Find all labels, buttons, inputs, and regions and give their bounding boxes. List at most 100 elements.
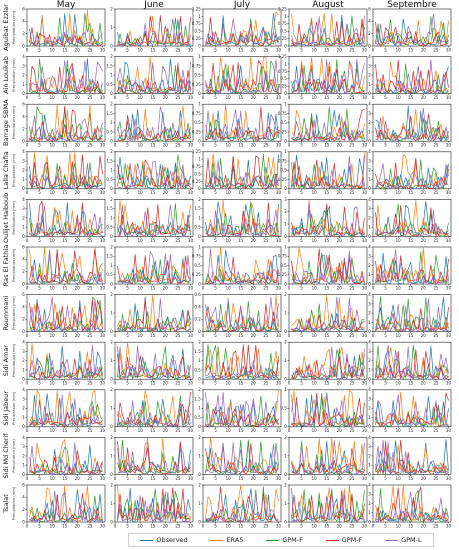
y-tick-label: 2: [22, 317, 25, 322]
x-tick-label: 30: [446, 190, 452, 195]
x-tick-label: 5: [214, 95, 217, 100]
x-tick-label: 10: [50, 523, 56, 528]
y-tick-label: 0.6: [194, 292, 201, 297]
series-line-gpm-l: [29, 296, 103, 332]
series-line-gpm-l: [29, 344, 103, 380]
x-tick-label: 30: [362, 95, 368, 100]
series-line-gpm-f: [29, 105, 103, 142]
x-tick-label: 10: [138, 238, 144, 243]
series-line-era5: [291, 485, 365, 521]
x-tick-label: 30: [446, 476, 452, 481]
y-tick-label: 4: [22, 435, 25, 440]
x-tick-label: 10: [396, 381, 402, 386]
x-tick-label: 30: [362, 285, 368, 290]
x-tick-label: 15: [62, 428, 68, 433]
series-line-gpm-f: [375, 392, 449, 428]
x-tick-label: 30: [100, 428, 106, 433]
x-tick-label: 15: [408, 285, 414, 290]
y-tick-label: 1: [368, 320, 371, 325]
x-tick-label: 5: [384, 190, 387, 195]
y-tick-label: 2: [284, 209, 287, 214]
x-tick-label: 0: [26, 333, 29, 338]
y-tick-label: 1: [284, 61, 287, 66]
y-tick-label: 1: [110, 501, 113, 506]
series-line-gpm-l: [291, 202, 365, 237]
y-axis-label: Precipitation (mm): [12, 201, 16, 235]
x-tick-label: 0: [202, 428, 205, 433]
series-line-gpm-l: [375, 491, 449, 523]
x-tick-label: 5: [38, 333, 41, 338]
x-tick-label: 20: [251, 95, 257, 100]
y-tick-label: 2: [284, 482, 287, 487]
x-tick-label: 20: [251, 523, 257, 528]
x-tick-label: 25: [87, 428, 93, 433]
x-tick-label: 5: [214, 381, 217, 386]
x-tick-label: 15: [324, 190, 330, 195]
x-tick-label: 15: [238, 190, 244, 195]
x-tick-label: 30: [362, 333, 368, 338]
y-tick-label: 4: [368, 435, 371, 440]
x-tick-label: 30: [446, 47, 452, 52]
y-tick-label: 0.5: [106, 225, 113, 230]
x-tick-label: 30: [188, 428, 194, 433]
x-tick-label: 10: [396, 190, 402, 195]
x-tick-label: 15: [238, 285, 244, 290]
y-tick-label: 0.75: [278, 158, 287, 163]
x-tick-label: 0: [288, 238, 291, 243]
y-tick-label: 1: [198, 406, 201, 411]
series-line-gpm-l: [375, 249, 449, 284]
series-line-gpm-l: [291, 296, 365, 332]
x-tick-label: 20: [421, 333, 427, 338]
series-line-era5: [205, 247, 279, 284]
x-tick-label: 25: [263, 476, 269, 481]
x-tick-label: 0: [372, 95, 375, 100]
x-tick-label: 25: [349, 238, 355, 243]
x-tick-label: 5: [214, 190, 217, 195]
y-tick-label: 4: [368, 482, 371, 487]
y-tick-label: 0: [198, 234, 201, 239]
y-tick-label: 2: [198, 435, 201, 440]
x-tick-label: 10: [226, 143, 232, 148]
series-line-gpm-f: [291, 59, 365, 94]
series-line-gpm-f: [29, 248, 103, 285]
x-tick-label: 30: [446, 238, 452, 243]
x-tick-label: 0: [372, 47, 375, 52]
x-tick-label: 10: [50, 476, 56, 481]
series-line-gpm-f: [205, 344, 279, 380]
x-tick-label: 30: [100, 381, 106, 386]
series-line-gpm-f: [291, 15, 365, 47]
y-tick-label: 0: [368, 91, 371, 96]
series-line-gpm-f: [205, 119, 279, 142]
series-line-observed: [205, 399, 279, 426]
y-tick-label: 2: [22, 31, 25, 36]
x-tick-label: 5: [38, 238, 41, 243]
x-tick-label: 10: [138, 190, 144, 195]
x-tick-label: 0: [202, 95, 205, 100]
series-line-gpm-f: [29, 154, 103, 190]
y-tick-label: 1.25: [192, 6, 201, 11]
x-tick-label: 15: [238, 143, 244, 148]
x-tick-label: 25: [175, 428, 181, 433]
y-tick-label: 6: [22, 6, 25, 11]
x-tick-label: 10: [50, 381, 56, 386]
y-tick-label: 0.5: [194, 120, 201, 125]
series-line-gpm-f: [375, 203, 449, 237]
series-line-gpm-f: [117, 62, 191, 94]
y-tick-label: 1.5: [194, 396, 201, 401]
series-line-observed: [375, 439, 449, 475]
x-tick-label: 30: [100, 285, 106, 290]
x-tick-label: 30: [362, 476, 368, 481]
x-tick-label: 25: [349, 95, 355, 100]
x-tick-label: 0: [288, 428, 291, 433]
x-tick-label: 5: [384, 428, 387, 433]
series-line-gpm-f: [117, 392, 191, 428]
y-tick-label: 0: [284, 43, 287, 48]
y-tick-label: 2: [110, 54, 113, 59]
y-tick-label: 0: [368, 377, 371, 382]
x-tick-label: 5: [384, 47, 387, 52]
series-line-observed: [291, 154, 365, 189]
x-tick-label: 15: [62, 238, 68, 243]
x-tick-label: 0: [288, 95, 291, 100]
station-name: Roummani: [2, 295, 10, 330]
y-tick-label: 0: [284, 377, 287, 382]
